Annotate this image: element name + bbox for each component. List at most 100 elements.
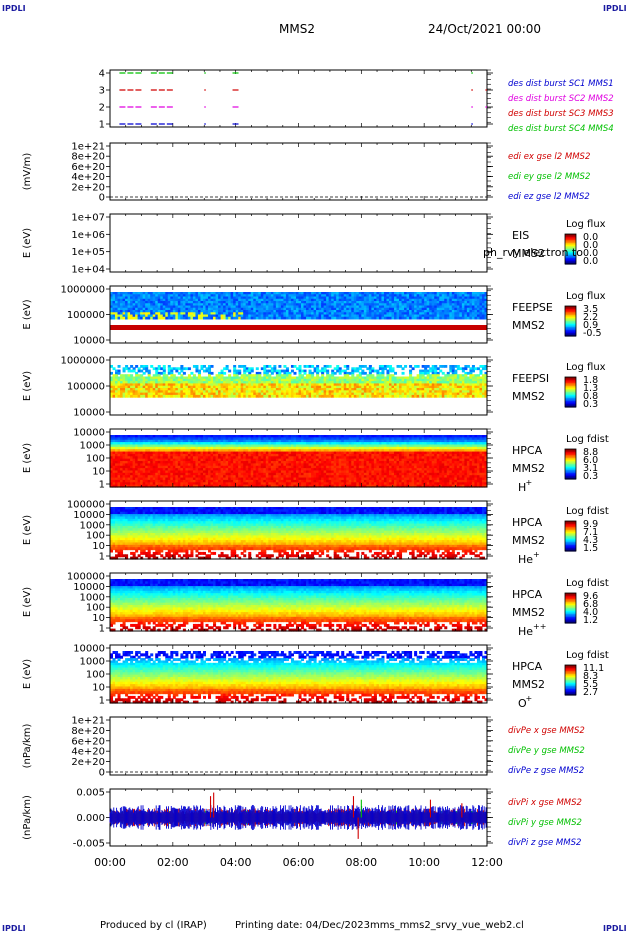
heatmap-cell <box>150 444 154 448</box>
heatmap-cell <box>298 394 302 398</box>
heatmap-cell <box>112 465 116 469</box>
heatmap-cell <box>185 439 189 443</box>
heatmap-cell <box>132 367 136 371</box>
heatmap-cell <box>122 298 126 302</box>
heatmap-cell <box>436 298 440 302</box>
heatmap-cell <box>388 292 392 295</box>
heatmap-cell <box>326 371 330 375</box>
heatmap-cell <box>157 439 161 443</box>
heatmap-cell <box>195 378 199 382</box>
heatmap-cell <box>177 381 181 384</box>
heatmap-cell <box>469 303 473 306</box>
heatmap-cell <box>479 383 483 387</box>
heatmap-cell <box>200 310 204 313</box>
colorbar-tick-label-eis: 0.0 <box>583 232 598 243</box>
heatmap-cell <box>285 381 289 384</box>
heatmap-cell <box>431 325 435 330</box>
heatmap-cell <box>424 369 428 373</box>
heatmap-cell <box>283 298 287 302</box>
heatmap-cell <box>120 437 124 441</box>
heatmap-cell <box>336 292 340 295</box>
corner-label-top-right: IPDLI <box>603 4 627 13</box>
heatmap-cell <box>170 292 174 295</box>
heatmap-cell <box>434 383 438 387</box>
heatmap-cell <box>175 303 179 306</box>
heatmap-cell <box>461 314 465 318</box>
heatmap-cell <box>208 390 212 394</box>
heatmap-cell <box>275 305 279 309</box>
heatmap-cell <box>155 294 159 297</box>
heatmap-cell <box>137 314 141 318</box>
heatmap-cell <box>165 453 169 457</box>
heatmap-cell <box>225 305 229 309</box>
heatmap-cell <box>303 307 307 311</box>
heatmap-cell <box>167 312 171 315</box>
heatmap-cell <box>280 369 284 373</box>
heatmap-cell <box>456 298 460 302</box>
spacecraft-label-feeps_e: MMS2 <box>512 319 545 332</box>
heatmap-cell <box>190 484 194 488</box>
heatmap-cell <box>451 301 455 304</box>
heatmap-cell <box>406 383 410 387</box>
heatmap-cell <box>318 294 322 297</box>
heatmap-cell <box>167 301 171 304</box>
heatmap-cell <box>301 310 305 313</box>
heatmap-cell <box>484 294 488 297</box>
heatmap-cell <box>376 298 380 302</box>
heatmap-cell <box>394 394 398 398</box>
heatmap-cell <box>147 394 151 398</box>
heatmap-cell <box>120 310 124 313</box>
heatmap-cell <box>434 305 438 309</box>
heatmap-cell <box>182 451 186 455</box>
heatmap-cell <box>243 371 247 375</box>
colorbar-swatch <box>565 234 576 237</box>
heatmap-cell <box>353 369 357 373</box>
heatmap-cell <box>474 303 478 306</box>
heatmap-cell <box>441 325 445 330</box>
heatmap-cell <box>255 303 259 306</box>
colorbar-swatch <box>565 238 576 241</box>
y-tick-label-edi: 8e+20 <box>71 152 105 163</box>
heatmap-cell <box>368 388 372 391</box>
heatmap-cell <box>481 365 485 368</box>
heatmap-cell <box>190 444 194 448</box>
heatmap-cell <box>132 383 136 387</box>
heatmap-cell <box>371 310 375 313</box>
heatmap-cell <box>220 381 224 384</box>
heatmap-cell <box>399 305 403 309</box>
heatmap-cell <box>373 292 377 295</box>
heatmap-cell <box>451 392 455 396</box>
heatmap-cell <box>471 374 475 377</box>
heatmap-cell <box>130 475 134 479</box>
heatmap-cell <box>439 296 443 300</box>
heatmap-cell <box>469 369 473 373</box>
heatmap-cell <box>215 296 219 300</box>
heatmap-cell <box>197 307 201 311</box>
heatmap-cell <box>185 325 189 330</box>
heatmap-cell <box>378 388 382 391</box>
heatmap-cell <box>371 301 375 304</box>
heatmap-cell <box>444 365 448 368</box>
heatmap-cell <box>145 484 149 488</box>
heatmap-cell <box>265 378 269 382</box>
heatmap-cell <box>439 394 443 398</box>
heatmap-cell <box>469 390 473 394</box>
heatmap-cell <box>165 292 169 295</box>
heatmap-cell <box>137 298 141 302</box>
heatmap-cell <box>303 296 307 300</box>
heatmap-cell <box>160 314 164 318</box>
heatmap-cell <box>306 296 310 300</box>
heatmap-cell <box>180 303 184 306</box>
heatmap-cell <box>298 292 302 295</box>
heatmap-cell <box>404 325 408 330</box>
spacecraft-label-feeps_i: MMS2 <box>512 390 545 403</box>
heatmap-cell <box>353 367 357 371</box>
panel-frame-burst <box>109 69 488 128</box>
heatmap-cell <box>142 463 146 467</box>
heatmap-cell <box>263 378 267 382</box>
heatmap-cell <box>328 296 332 300</box>
heatmap-cell <box>283 392 287 396</box>
heatmap-cell <box>125 479 129 483</box>
heatmap-cell <box>205 369 209 373</box>
heatmap-cell <box>404 296 408 300</box>
